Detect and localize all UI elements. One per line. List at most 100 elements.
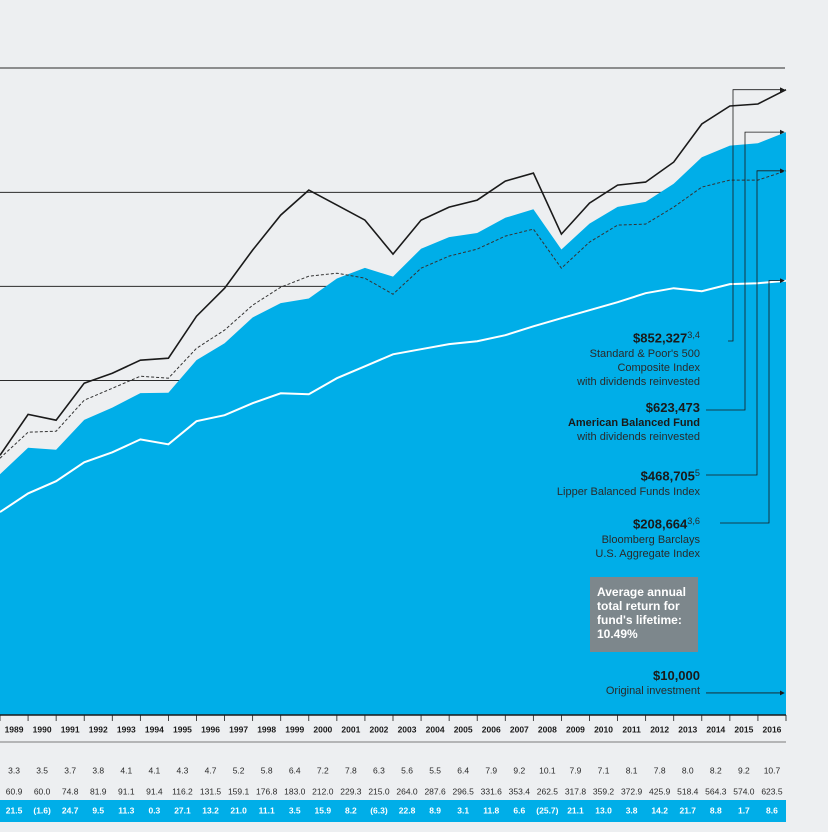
x-tick-label: 1999: [285, 724, 304, 734]
table-cell: 7.9: [485, 765, 497, 775]
table-cell: 212.0: [312, 786, 334, 796]
table-cell: 14.2: [651, 805, 668, 815]
table-cell: 21.7: [679, 805, 696, 815]
table-cell: 5.5: [429, 765, 441, 775]
table-cell: 3.8: [626, 805, 638, 815]
connector: [728, 87, 785, 342]
original-investment: $10,000 Original investment: [606, 669, 700, 698]
fund-area: [0, 132, 786, 716]
table-cell: 331.6: [481, 786, 503, 796]
x-tick-label: 1995: [173, 724, 192, 734]
table-cell: 8.9: [429, 805, 441, 815]
table-cell: 9.5: [92, 805, 104, 815]
table-cell: 1.7: [738, 805, 750, 815]
table-cell: 11.8: [483, 805, 499, 815]
table-cell: 317.8: [565, 786, 587, 796]
table-cell: 296.5: [453, 786, 475, 796]
table-cell: 3.1: [457, 805, 469, 815]
table-cell: 131.5: [200, 786, 222, 796]
table-cell: 5.8: [261, 765, 273, 775]
x-tick-label: 2003: [398, 724, 417, 734]
x-tick-label: 1991: [61, 724, 80, 734]
series-line: [0, 88, 787, 456]
x-tick-label: 1997: [229, 724, 248, 734]
footnote: 3,4: [687, 330, 700, 340]
table-cell: 8.1: [626, 765, 638, 775]
x-tick-label: 2007: [510, 724, 529, 734]
table-cell: 8.6: [766, 805, 778, 815]
footnote: 3,6: [687, 516, 700, 526]
x-tick-label: 1996: [201, 724, 220, 734]
series-note: with dividends reinvested: [577, 375, 700, 388]
table-cell: 564.3: [705, 786, 727, 796]
connector: [720, 278, 785, 524]
table-cell: 0.3: [148, 805, 160, 815]
table-cell: 372.9: [621, 786, 643, 796]
table-cell: 91.4: [146, 786, 163, 796]
table-cell: 8.2: [345, 805, 357, 815]
x-tick-label: 1998: [257, 724, 276, 734]
connector: [706, 129, 785, 411]
x-tick-label: 2000: [313, 724, 332, 734]
table-cell: 9.2: [738, 765, 750, 775]
table-cell: 3.8: [92, 765, 104, 775]
series-note: with dividends reinvested: [577, 431, 700, 443]
table-cell: 183.0: [284, 786, 306, 796]
series-name: Lipper Balanced Funds Index: [556, 485, 700, 498]
table-cell: 21.5: [6, 805, 23, 815]
connector: [706, 168, 785, 476]
table-cell: 518.4: [677, 786, 699, 796]
series-line: [0, 170, 787, 459]
table-cell: 21.0: [230, 805, 247, 815]
x-tick-label: 2012: [650, 724, 669, 734]
x-tick-label: 2014: [706, 724, 725, 734]
table-cell: 3.3: [8, 765, 20, 775]
table-cell: 9.2: [513, 765, 525, 775]
table-cell: 116.2: [172, 786, 193, 796]
table-cell: 8.2: [710, 765, 722, 775]
table-cell: 11.3: [118, 805, 134, 815]
x-tick-label: 1994: [145, 724, 164, 734]
x-tick-label: 2002: [370, 724, 389, 734]
bloomberg-label: $208,6643,6 Bloomberg Barclays U.S. Aggre…: [595, 514, 700, 561]
footnote: 5: [694, 468, 700, 478]
table-cell: 5.6: [401, 765, 413, 775]
table-cell: 6.6: [513, 805, 525, 815]
x-tick-label: 2008: [538, 724, 557, 734]
table-cell: 11.1: [259, 805, 275, 815]
x-tick-label: 2009: [566, 724, 585, 734]
fund-label: $623,473 American Balanced Fund with divid…: [568, 401, 700, 444]
series-line: [0, 279, 787, 513]
investment-text: Original investment: [605, 685, 700, 697]
table-cell: 353.4: [509, 786, 531, 796]
table-cell: 10.1: [539, 765, 556, 775]
series-name: Bloomberg Barclays U.S. Aggregate Index: [595, 533, 700, 560]
table-cell: 7.8: [345, 765, 357, 775]
x-tick-label: 2004: [426, 724, 445, 734]
table-cell: 7.8: [654, 765, 666, 775]
table-cell: 27.1: [174, 805, 191, 815]
lipper-label: $468,7055 Lipper Balanced Funds Index: [557, 466, 700, 499]
table-cell: 4.1: [148, 765, 160, 775]
table-cell: 7.1: [598, 765, 610, 775]
series-name: American Balanced Fund: [567, 417, 700, 429]
table-cell: 3.5: [289, 805, 301, 815]
table-cell: 81.9: [90, 786, 107, 796]
table-cell: 7.2: [317, 765, 329, 775]
table-cell: 3.5: [36, 765, 48, 775]
x-tick-label: 1993: [117, 724, 136, 734]
x-tick-label: 1992: [89, 724, 108, 734]
x-tick-label: 1989: [5, 724, 24, 734]
table-cell: 176.8: [256, 786, 278, 796]
x-tick-label: 1990: [33, 724, 52, 734]
table-cell: 262.5: [537, 786, 559, 796]
x-tick-label: 2010: [594, 724, 613, 734]
x-tick-label: 2001: [341, 724, 360, 734]
table-cell: 22.8: [399, 805, 416, 815]
x-tick-label: 2005: [454, 724, 473, 734]
box-value: 10.49%: [597, 627, 638, 641]
sp-label: $852,3273,4 Standard & Poor's 500 Composi…: [577, 328, 700, 389]
table-cell: 21.1: [567, 805, 584, 815]
table-cell: 74.8: [62, 786, 79, 796]
